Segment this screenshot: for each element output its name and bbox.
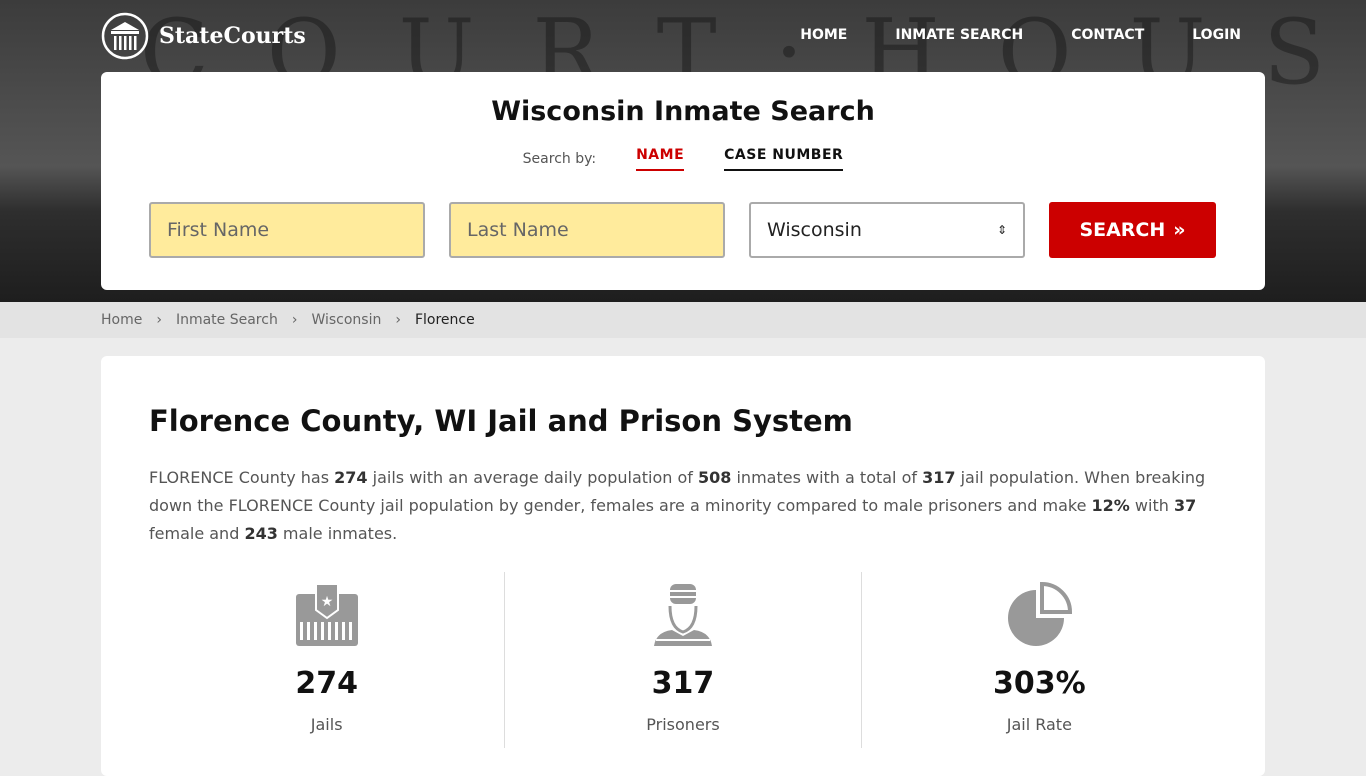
jail-icon: ★ (295, 583, 358, 646)
stat-prisoners: 317 Prisoners (505, 572, 862, 748)
nav-contact[interactable]: CONTACT (1071, 27, 1145, 43)
state-select[interactable]: Wisconsin ⇕ (749, 202, 1025, 258)
first-name-input[interactable]: First Name (149, 202, 425, 258)
breadcrumb-wisconsin[interactable]: Wisconsin (311, 312, 382, 328)
nav-login[interactable]: LOGIN (1192, 27, 1241, 43)
state-select-value: Wisconsin (767, 219, 862, 241)
breadcrumb-current: Florence (414, 312, 475, 328)
jail-rate-value: 303% (992, 666, 1086, 701)
updown-chevron-icon: ⇕ (996, 223, 1007, 237)
tab-case-number[interactable]: CASE NUMBER (724, 147, 844, 171)
jails-count: 274 (295, 666, 358, 701)
search-button-label: SEARCH (1079, 219, 1166, 241)
courthouse-logo-icon (101, 12, 149, 60)
brand-name: StateCourts (159, 23, 306, 49)
jails-label: Jails (310, 715, 343, 734)
pie-chart-icon (1008, 581, 1073, 646)
summary-paragraph: FLORENCE County has 274 jails with an av… (149, 468, 1206, 543)
stat-jails: ★ 274 Jails (149, 572, 506, 748)
double-chevron-right-icon: » (1173, 219, 1186, 241)
top-nav: StateCourts HOME INMATE SEARCH CONTACT L… (0, 0, 1366, 72)
chevron-right-icon: › (156, 312, 162, 328)
tab-name[interactable]: NAME (636, 147, 685, 171)
hero: COURT·HOUSE StateCourts HOME INMATE SEAR… (0, 0, 1366, 302)
search-title: Wisconsin Inmate Search (491, 96, 875, 127)
svg-text:★: ★ (320, 594, 333, 610)
page-title: Florence County, WI Jail and Prison Syst… (149, 404, 853, 438)
chevron-right-icon: › (395, 312, 401, 328)
prisoner-icon (653, 584, 712, 646)
prisoners-label: Prisoners (646, 715, 720, 734)
breadcrumb-home[interactable]: Home (101, 312, 143, 328)
nav-inmate-search[interactable]: INMATE SEARCH (895, 27, 1024, 43)
stat-jail-rate: 303% Jail Rate (862, 572, 1217, 748)
last-name-input[interactable]: Last Name (449, 202, 725, 258)
breadcrumb-inmate-search[interactable]: Inmate Search (175, 312, 278, 328)
search-by-label: Search by: (522, 151, 597, 167)
chevron-right-icon: › (291, 312, 298, 328)
jail-rate-label: Jail Rate (1006, 715, 1072, 734)
prisoners-count: 317 (651, 666, 715, 701)
search-card: Wisconsin Inmate Search Search by: NAME … (101, 72, 1265, 290)
search-button[interactable]: SEARCH » (1049, 202, 1216, 258)
nav-home[interactable]: HOME (800, 27, 848, 43)
content-card: Florence County, WI Jail and Prison Syst… (101, 356, 1265, 776)
logo[interactable]: StateCourts (101, 12, 306, 60)
breadcrumb: Home › Inmate Search › Wisconsin › Florence (0, 302, 1366, 338)
